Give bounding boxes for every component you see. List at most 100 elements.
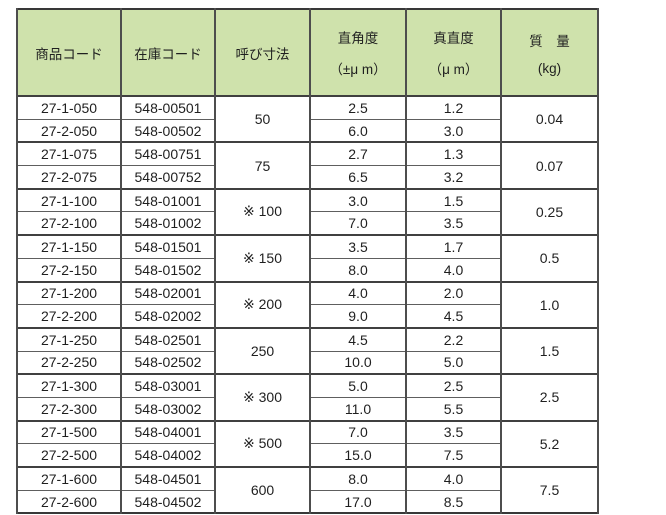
header-stock-code: 在庫コード — [120, 8, 216, 97]
stock-code-cell: 548-04002 — [120, 443, 216, 468]
table-row: 27-2-075 548-00752 6.5 3.2 — [16, 165, 598, 190]
stock-code-cell: 548-03002 — [120, 396, 216, 422]
straightness-cell: 8.5 — [405, 489, 502, 514]
header-squareness: 直角度 （±μ m） — [309, 8, 407, 97]
stock-code-cell: 548-04501 — [120, 465, 216, 491]
nominal-size-cell: 600 — [214, 465, 311, 514]
stock-code-cell: 548-01501 — [120, 234, 216, 259]
table-row: 27-2-050 548-00502 6.0 3.0 — [16, 118, 598, 143]
header-mass: 質 量 (kg) — [500, 8, 599, 97]
table-row: 27-2-250 548-02502 10.0 5.0 — [16, 350, 598, 375]
mass-cell: 0.07 — [500, 141, 599, 190]
squareness-cell: 8.0 — [309, 257, 407, 283]
squareness-cell: 17.0 — [309, 489, 407, 514]
header-label: 商品コード — [35, 46, 103, 62]
straightness-cell: 4.0 — [405, 257, 502, 283]
product-code-cell: 27-2-050 — [16, 118, 122, 143]
product-code-cell: 27-2-600 — [16, 489, 122, 514]
table-row: 27-2-600 548-04502 17.0 8.5 — [16, 489, 598, 514]
straightness-cell: 1.2 — [405, 94, 502, 120]
stock-code-cell: 548-00751 — [120, 141, 216, 167]
header-label: 在庫コード — [134, 46, 202, 62]
squareness-cell: 6.5 — [309, 165, 407, 190]
header-straightness: 真直度 （μ m） — [405, 8, 502, 97]
stock-code-cell: 548-02002 — [120, 304, 216, 329]
mass-cell: 1.0 — [500, 280, 599, 329]
product-code-cell: 27-2-300 — [16, 396, 122, 422]
straightness-cell: 7.5 — [405, 443, 502, 468]
product-code-cell: 27-1-200 — [16, 280, 122, 306]
table-row: 27-2-200 548-02002 9.0 4.5 — [16, 304, 598, 329]
header-unit: (kg) — [537, 60, 562, 76]
table-row: 27-1-100 548-01001 ※ 100 3.0 1.5 0.25 — [16, 187, 599, 236]
squareness-cell: 11.0 — [309, 396, 407, 422]
table-row: 27-1-150 548-01501 ※ 150 3.5 1.7 0.5 — [16, 234, 599, 283]
straightness-cell: 3.5 — [405, 419, 502, 445]
squareness-cell: 10.0 — [309, 350, 407, 375]
table-row: 27-1-300 548-03001 ※ 300 5.0 2.5 2.5 — [16, 373, 599, 422]
spec-table-container: 商品コード 在庫コード 呼び寸法 直角度 （±μ m） 真直度 （μ m） 質 — [16, 8, 599, 515]
stock-code-cell: 548-02502 — [120, 350, 216, 375]
product-code-cell: 27-1-500 — [16, 419, 122, 445]
mass-cell: 7.5 — [500, 465, 599, 514]
product-code-cell: 27-1-150 — [16, 234, 122, 259]
table-row: 27-2-100 548-01002 7.0 3.5 — [16, 211, 598, 236]
header-label: 真直度 — [433, 31, 474, 46]
nominal-size-cell: ※ 150 — [214, 234, 311, 283]
spec-table: 商品コード 在庫コード 呼び寸法 直角度 （±μ m） 真直度 （μ m） 質 — [16, 8, 599, 515]
table-row: 27-2-500 548-04002 15.0 7.5 — [16, 443, 598, 468]
squareness-cell: 8.0 — [309, 465, 407, 491]
squareness-cell: 15.0 — [309, 443, 407, 468]
straightness-cell: 5.0 — [405, 350, 502, 375]
product-code-cell: 27-2-500 — [16, 443, 122, 468]
table-row: 27-2-150 548-01502 8.0 4.0 — [16, 257, 598, 283]
squareness-cell: 2.5 — [309, 94, 407, 120]
mass-cell: 0.5 — [500, 234, 599, 283]
table-row: 27-1-075 548-00751 75 2.7 1.3 0.07 — [16, 141, 599, 190]
table-row: 27-1-200 548-02001 ※ 200 4.0 2.0 1.0 — [16, 280, 599, 329]
squareness-cell: 6.0 — [309, 118, 407, 143]
stock-code-cell: 548-04502 — [120, 489, 216, 514]
product-code-cell: 27-1-100 — [16, 187, 122, 213]
stock-code-cell: 548-00502 — [120, 118, 216, 143]
stock-code-cell: 548-01502 — [120, 257, 216, 283]
straightness-cell: 1.3 — [405, 141, 502, 167]
squareness-cell: 4.0 — [309, 280, 407, 306]
mass-cell: 2.5 — [500, 373, 599, 422]
nominal-size-cell: ※ 300 — [214, 373, 311, 422]
squareness-cell: 4.5 — [309, 326, 407, 352]
table-row: 27-1-050 548-00501 50 2.5 1.2 0.04 — [16, 94, 599, 143]
squareness-cell: 5.0 — [309, 373, 407, 398]
squareness-cell: 9.0 — [309, 304, 407, 329]
nominal-size-cell: 250 — [214, 326, 311, 375]
table-row: 27-1-500 548-04001 ※ 500 7.0 3.5 5.2 — [16, 419, 599, 468]
straightness-cell: 4.5 — [405, 304, 502, 329]
table-row: 27-1-250 548-02501 250 4.5 2.2 1.5 — [16, 326, 599, 375]
spec-table-body: 27-1-050 548-00501 50 2.5 1.2 0.04 27-2-050 548… — [16, 94, 599, 514]
spec-table-header: 商品コード 在庫コード 呼び寸法 直角度 （±μ m） 真直度 （μ m） 質 — [16, 8, 599, 97]
header-nominal-size: 呼び寸法 — [214, 8, 311, 97]
mass-cell: 0.25 — [500, 187, 599, 236]
product-code-cell: 27-2-200 — [16, 304, 122, 329]
stock-code-cell: 548-02001 — [120, 280, 216, 306]
stock-code-cell: 548-00501 — [120, 94, 216, 120]
header-label: 質 量 — [529, 33, 570, 49]
nominal-size-cell: 75 — [214, 141, 311, 190]
product-code-cell: 27-1-250 — [16, 326, 122, 352]
header-product-code: 商品コード — [16, 8, 122, 97]
header-row: 商品コード 在庫コード 呼び寸法 直角度 （±μ m） 真直度 （μ m） 質 — [16, 8, 599, 97]
mass-cell: 1.5 — [500, 326, 599, 375]
stock-code-cell: 548-04001 — [120, 419, 216, 445]
product-code-cell: 27-1-050 — [16, 94, 122, 120]
product-code-cell: 27-2-150 — [16, 257, 122, 283]
header-unit: （μ m） — [428, 62, 479, 77]
product-code-cell: 27-1-300 — [16, 373, 122, 398]
table-row: 27-2-300 548-03002 11.0 5.5 — [16, 396, 598, 422]
squareness-cell: 2.7 — [309, 141, 407, 167]
product-code-cell: 27-2-075 — [16, 165, 122, 190]
product-code-cell: 27-2-250 — [16, 350, 122, 375]
nominal-size-cell: 50 — [214, 94, 311, 143]
squareness-cell: 7.0 — [309, 419, 407, 445]
straightness-cell: 2.0 — [405, 280, 502, 306]
product-code-cell: 27-1-600 — [16, 465, 122, 491]
